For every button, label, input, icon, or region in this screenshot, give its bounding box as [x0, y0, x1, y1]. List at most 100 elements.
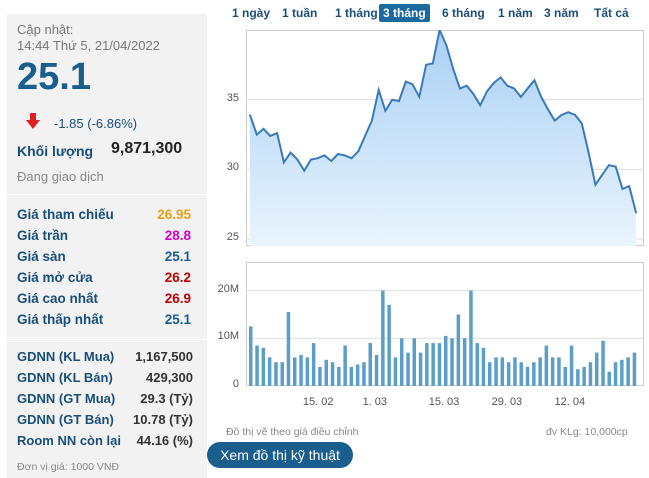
volume-bar: [337, 366, 341, 386]
date-tick-label: 15. 02: [302, 396, 334, 408]
price-row: Giá thấp nhất 25.1: [17, 312, 191, 332]
price-point: [384, 110, 387, 112]
price-point: [418, 96, 421, 98]
volume-bar: [607, 371, 611, 386]
price-point: [601, 174, 603, 176]
tab-period[interactable]: 6 tháng: [442, 6, 485, 20]
divider: [7, 194, 207, 195]
volume-bar: [343, 345, 347, 386]
volume-bar: [412, 338, 416, 386]
volume-bar: [349, 366, 354, 386]
volume-bar: [393, 357, 398, 386]
volume-bar: [525, 366, 530, 386]
volume-bar: [274, 362, 278, 386]
price-row-label: Giá tham chiếu: [17, 207, 114, 222]
volume-bar: [481, 347, 486, 386]
price-point: [526, 87, 529, 90]
price-point: [323, 154, 326, 157]
price-point: [276, 132, 278, 134]
foreign-row-value: 29.3 (Tỷ): [140, 391, 193, 406]
volume-bar: [444, 335, 448, 386]
volume-bar: [620, 359, 624, 386]
price-row-value: 26.9: [164, 291, 191, 306]
price-point: [499, 76, 502, 79]
volume-bar: [330, 362, 335, 386]
volume-bar: [462, 338, 467, 386]
volume-bar: [532, 362, 536, 386]
price-point: [377, 89, 380, 91]
price-point: [337, 153, 339, 155]
price-row: Giá sàn 25.1: [17, 249, 191, 269]
technical-chart-button[interactable]: Xem đồ thị kỹ thuật: [207, 442, 353, 468]
price-point: [553, 119, 556, 122]
tab-period[interactable]: 3 năm: [544, 6, 579, 20]
price-point: [479, 104, 481, 107]
tab-period[interactable]: 1 tuần: [282, 6, 318, 20]
volume-bar: [437, 343, 442, 386]
price-point: [452, 68, 454, 70]
price-point: [493, 82, 495, 84]
volume-bar: [557, 357, 561, 386]
tab-period[interactable]: 3 tháng: [379, 4, 430, 22]
price-point: [581, 122, 583, 125]
price-point: [465, 84, 468, 87]
volume-bar: [286, 312, 291, 386]
foreign-row-value: 44.16 (%): [136, 433, 193, 448]
price-point: [364, 135, 366, 137]
volume-bar: [626, 357, 630, 386]
tab-period[interactable]: 1 năm: [498, 6, 533, 20]
price-point: [594, 183, 597, 186]
tab-period[interactable]: 1 tháng: [335, 6, 378, 20]
price-point: [459, 87, 461, 90]
price-point: [283, 161, 285, 164]
stock-info-panel: [7, 14, 207, 478]
volume-bar: [506, 362, 511, 386]
volume-bar: [318, 366, 322, 386]
price-point: [344, 154, 346, 157]
price-row-value: 28.8: [164, 228, 191, 243]
volume-bar: [513, 357, 517, 386]
volume-bar: [544, 345, 549, 386]
price-chart: [246, 30, 644, 246]
price-line: [249, 30, 637, 213]
foreign-row: GDNN (KL Mua) 1,167,500: [17, 349, 193, 369]
price-point: [587, 151, 590, 154]
adjusted-price-note: Đồ thị vẽ theo giá điều chỉnh: [226, 426, 359, 438]
date-tick-label: 15. 03: [428, 396, 460, 408]
volume-bar: [381, 290, 385, 386]
foreign-row: GDNN (KL Bán) 429,300: [17, 370, 193, 390]
price-row-label: Giá mở cửa: [17, 270, 93, 285]
price-row-label: Giá sàn: [17, 249, 66, 264]
current-price: 25.1: [17, 56, 91, 98]
price-point: [289, 151, 292, 154]
volume-bar: [431, 343, 435, 386]
price-point: [432, 62, 434, 65]
price-point: [574, 114, 576, 116]
price-row-label: Giá cao nhất: [17, 291, 99, 306]
tab-period[interactable]: 1 ngày: [232, 6, 271, 20]
volume-unit-note: đv KLg: 10,000cp: [546, 426, 628, 438]
price-change: -1.85 (-6.86%): [54, 116, 138, 131]
price-point: [486, 90, 488, 93]
tab-period[interactable]: Tất cả: [594, 6, 629, 20]
price-area: [250, 30, 636, 246]
price-tick-label: 35: [226, 91, 239, 104]
price-row: Giá trần 28.8: [17, 228, 191, 248]
foreign-row-value: 429,300: [146, 370, 193, 385]
volume-bar: [425, 343, 429, 386]
updated-label: Cập nhật:: [17, 22, 74, 37]
foreign-row: GDNN (GT Mua) 29.3 (Tỷ): [17, 391, 193, 411]
volume-bar: [613, 362, 618, 386]
volume-bar: [267, 357, 272, 386]
volume-bar: [588, 362, 593, 386]
price-row: Giá mở cửa 26.2: [17, 270, 191, 290]
volume-bar: [311, 343, 316, 386]
price-point: [472, 93, 475, 95]
volume-bar: [550, 357, 555, 386]
volume-bar: [519, 362, 523, 386]
volume-bar: [538, 357, 542, 386]
price-row-label: Giá trần: [17, 228, 69, 243]
volume-bar: [456, 314, 461, 386]
price-row: Giá tham chiếu 26.95: [17, 207, 191, 227]
volume-label: Khối lượng: [17, 143, 94, 159]
